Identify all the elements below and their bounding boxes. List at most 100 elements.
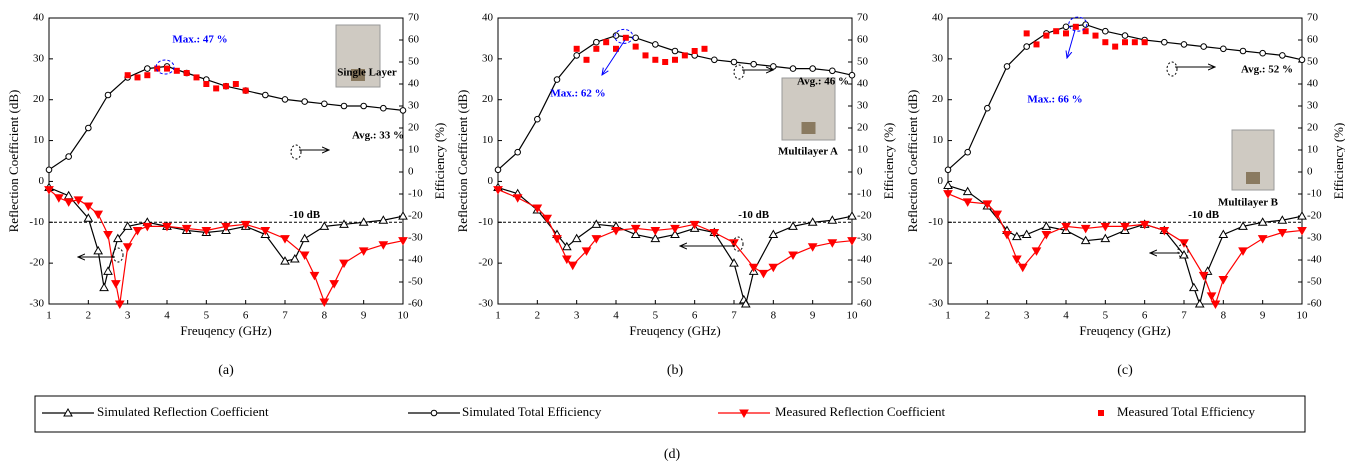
photo-connector bbox=[351, 69, 365, 81]
x-tick-label: 3 bbox=[125, 310, 131, 322]
y-tick-label: -10 bbox=[29, 216, 44, 228]
series-line bbox=[947, 193, 1303, 306]
marker bbox=[1194, 298, 1205, 308]
y-tick-label: -30 bbox=[478, 298, 493, 310]
marker bbox=[309, 271, 320, 281]
marker bbox=[809, 65, 816, 72]
legend-label: Measured Total Efficiency bbox=[1117, 404, 1255, 419]
y2-tick-label: -40 bbox=[408, 254, 423, 266]
marker bbox=[583, 56, 590, 63]
marker bbox=[534, 115, 541, 123]
legend-marker bbox=[63, 407, 73, 417]
marker bbox=[122, 221, 133, 230]
marker bbox=[1122, 39, 1128, 46]
marker bbox=[1238, 247, 1248, 256]
marker bbox=[1021, 229, 1032, 239]
marker bbox=[992, 210, 1003, 220]
marker bbox=[380, 104, 387, 112]
marker bbox=[650, 226, 661, 236]
legend-label: Measured Reflection Coefficient bbox=[775, 404, 946, 419]
marker bbox=[1062, 23, 1070, 31]
panel-caption: (a) bbox=[218, 363, 234, 378]
plot-frame bbox=[947, 17, 1303, 305]
marker bbox=[1017, 263, 1028, 273]
marker bbox=[514, 148, 521, 156]
marker bbox=[1210, 300, 1221, 310]
avg-annotation: Avg.: 33 % bbox=[352, 130, 404, 142]
plot-frame bbox=[497, 17, 853, 305]
legend-label: Simulated Reflection Coefficient bbox=[97, 404, 269, 419]
marker bbox=[193, 74, 200, 81]
y2-tick-label: 10 bbox=[408, 144, 420, 156]
marker bbox=[964, 148, 971, 156]
y-tick-label: 10 bbox=[33, 134, 45, 146]
y-tick-label: -10 bbox=[928, 216, 943, 228]
y2-tick-label: 20 bbox=[408, 122, 420, 134]
y2-tick-label: -50 bbox=[857, 276, 872, 288]
y-tick-label: 0 bbox=[488, 175, 494, 187]
y2-axis-title: Efficiency (%) bbox=[432, 123, 447, 200]
y-tick-label: 20 bbox=[33, 93, 45, 105]
marker bbox=[1141, 39, 1148, 46]
marker bbox=[321, 100, 328, 108]
marker bbox=[789, 65, 797, 72]
marker bbox=[1279, 52, 1286, 59]
marker bbox=[201, 226, 212, 236]
marker bbox=[1041, 231, 1052, 240]
marker bbox=[593, 38, 600, 46]
marker bbox=[593, 45, 600, 52]
marker bbox=[99, 282, 109, 292]
marker bbox=[1131, 39, 1138, 46]
marker bbox=[1100, 233, 1111, 243]
marker bbox=[1033, 41, 1040, 48]
marker bbox=[289, 254, 300, 263]
marker bbox=[591, 235, 602, 244]
marker bbox=[301, 98, 308, 105]
marker bbox=[542, 214, 553, 224]
x-tick-label: 1 bbox=[46, 310, 52, 322]
marker bbox=[329, 280, 340, 289]
marker bbox=[750, 60, 757, 68]
y2-tick-label: 40 bbox=[1307, 78, 1319, 90]
x-tick-label: 1 bbox=[945, 310, 951, 322]
marker bbox=[1072, 23, 1079, 30]
marker bbox=[63, 190, 74, 200]
y2-tick-label: -60 bbox=[1307, 298, 1322, 310]
marker bbox=[173, 67, 180, 74]
y-axis-title: Reflection Coefficient (dB) bbox=[905, 90, 920, 233]
y2-tick-label: 0 bbox=[408, 166, 414, 178]
marker bbox=[132, 226, 143, 236]
marker bbox=[847, 237, 857, 246]
marker bbox=[103, 231, 113, 240]
marker bbox=[1239, 47, 1247, 55]
marker bbox=[398, 211, 408, 220]
x-tick-label: 10 bbox=[1297, 310, 1309, 322]
marker bbox=[827, 239, 838, 248]
x-tick-label: 4 bbox=[613, 310, 619, 322]
y2-tick-label: 60 bbox=[857, 34, 869, 46]
y-tick-label: -30 bbox=[29, 298, 44, 310]
marker bbox=[709, 229, 720, 238]
marker bbox=[1082, 21, 1089, 28]
marker bbox=[581, 247, 592, 256]
y2-tick-label: -30 bbox=[857, 232, 872, 244]
x-tick-label: 6 bbox=[692, 310, 698, 322]
marker bbox=[242, 87, 249, 94]
y2-tick-label: 40 bbox=[408, 78, 420, 90]
series-line bbox=[497, 186, 853, 306]
y2-tick-label: -20 bbox=[1307, 210, 1322, 222]
photo-label: Multilayer A bbox=[778, 146, 838, 158]
marker bbox=[162, 222, 172, 232]
marker bbox=[1080, 235, 1091, 245]
y2-tick-label: -50 bbox=[408, 276, 423, 288]
marker bbox=[671, 47, 679, 55]
marker bbox=[848, 71, 856, 79]
avg-annotation: Avg.: 46 % bbox=[797, 76, 849, 88]
marker bbox=[788, 221, 798, 230]
marker bbox=[984, 104, 991, 112]
marker bbox=[399, 107, 407, 114]
marker bbox=[701, 45, 708, 52]
marker bbox=[730, 58, 738, 66]
marker bbox=[144, 65, 151, 72]
y2-tick-label: 10 bbox=[857, 144, 869, 156]
